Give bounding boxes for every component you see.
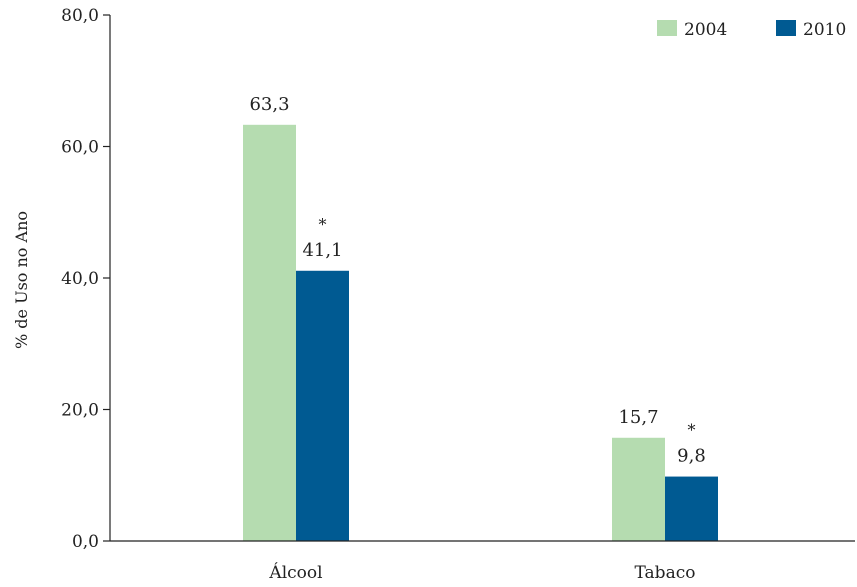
y-tick-label: 20,0 <box>61 401 99 421</box>
bars <box>243 124 718 542</box>
y-axis-ticks: 0,0 20,0 40,0 60,0 80,0 <box>61 6 110 552</box>
bar-2010-1 <box>665 476 718 541</box>
category-label: Álcool <box>268 562 322 583</box>
significance-mark: * <box>688 421 696 440</box>
legend: 2004 2010 <box>657 20 846 40</box>
category-label: Tabaco <box>635 563 696 583</box>
value-label: 63,3 <box>249 94 289 115</box>
bar-2004-1 <box>612 437 665 541</box>
y-tick-label: 40,0 <box>61 269 99 289</box>
bar-2010-0 <box>296 270 349 541</box>
y-tick-label: 0,0 <box>72 532 99 552</box>
bar-2004-0 <box>243 124 296 542</box>
legend-label: 2004 <box>684 20 727 40</box>
legend-swatch <box>657 20 677 36</box>
y-axis-title: % de Uso no Ano <box>12 211 31 349</box>
significance-mark: * <box>319 215 327 234</box>
value-label: 9,8 <box>677 446 706 467</box>
value-label: 41,1 <box>302 240 342 261</box>
legend-swatch <box>776 20 796 36</box>
value-label: 15,7 <box>618 407 658 428</box>
value-labels: 63,3 41,1 * 15,7 9,8 * <box>249 94 705 467</box>
category-labels: Álcool Tabaco <box>268 562 695 583</box>
y-tick-label: 60,0 <box>61 138 99 158</box>
legend-label: 2010 <box>803 20 846 40</box>
y-tick-label: 80,0 <box>61 6 99 26</box>
